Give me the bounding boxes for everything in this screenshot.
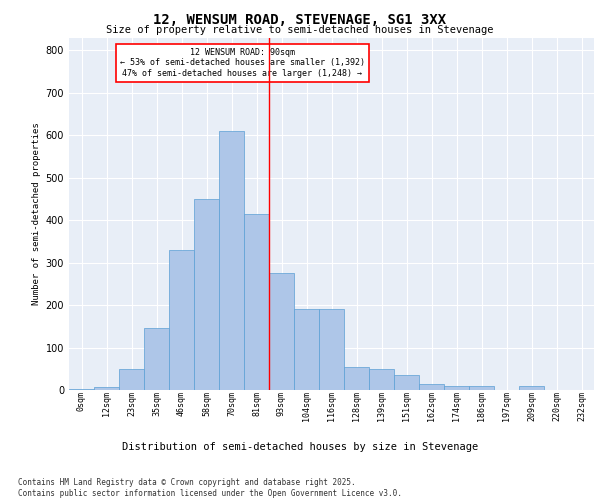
Bar: [294, 310, 319, 390]
Bar: [344, 366, 369, 390]
Bar: [169, 250, 194, 390]
Bar: [444, 386, 469, 390]
Text: 12 WENSUM ROAD: 90sqm
← 53% of semi-detached houses are smaller (1,392)
47% of s: 12 WENSUM ROAD: 90sqm ← 53% of semi-deta…: [120, 48, 365, 78]
Text: 12, WENSUM ROAD, STEVENAGE, SG1 3XX: 12, WENSUM ROAD, STEVENAGE, SG1 3XX: [154, 12, 446, 26]
Text: Distribution of semi-detached houses by size in Stevenage: Distribution of semi-detached houses by …: [122, 442, 478, 452]
Bar: [194, 199, 219, 390]
Bar: [119, 369, 144, 390]
Bar: [369, 369, 394, 390]
Bar: [69, 389, 94, 390]
Bar: [394, 375, 419, 390]
Text: Contains HM Land Registry data © Crown copyright and database right 2025.
Contai: Contains HM Land Registry data © Crown c…: [18, 478, 402, 498]
Bar: [419, 384, 444, 390]
Bar: [219, 131, 244, 390]
Bar: [144, 328, 169, 390]
Bar: [269, 273, 294, 390]
Text: Size of property relative to semi-detached houses in Stevenage: Size of property relative to semi-detach…: [106, 25, 494, 35]
Bar: [469, 386, 494, 390]
Bar: [94, 386, 119, 390]
Bar: [244, 214, 269, 390]
Bar: [319, 310, 344, 390]
Y-axis label: Number of semi-detached properties: Number of semi-detached properties: [32, 122, 41, 305]
Bar: [519, 386, 544, 390]
